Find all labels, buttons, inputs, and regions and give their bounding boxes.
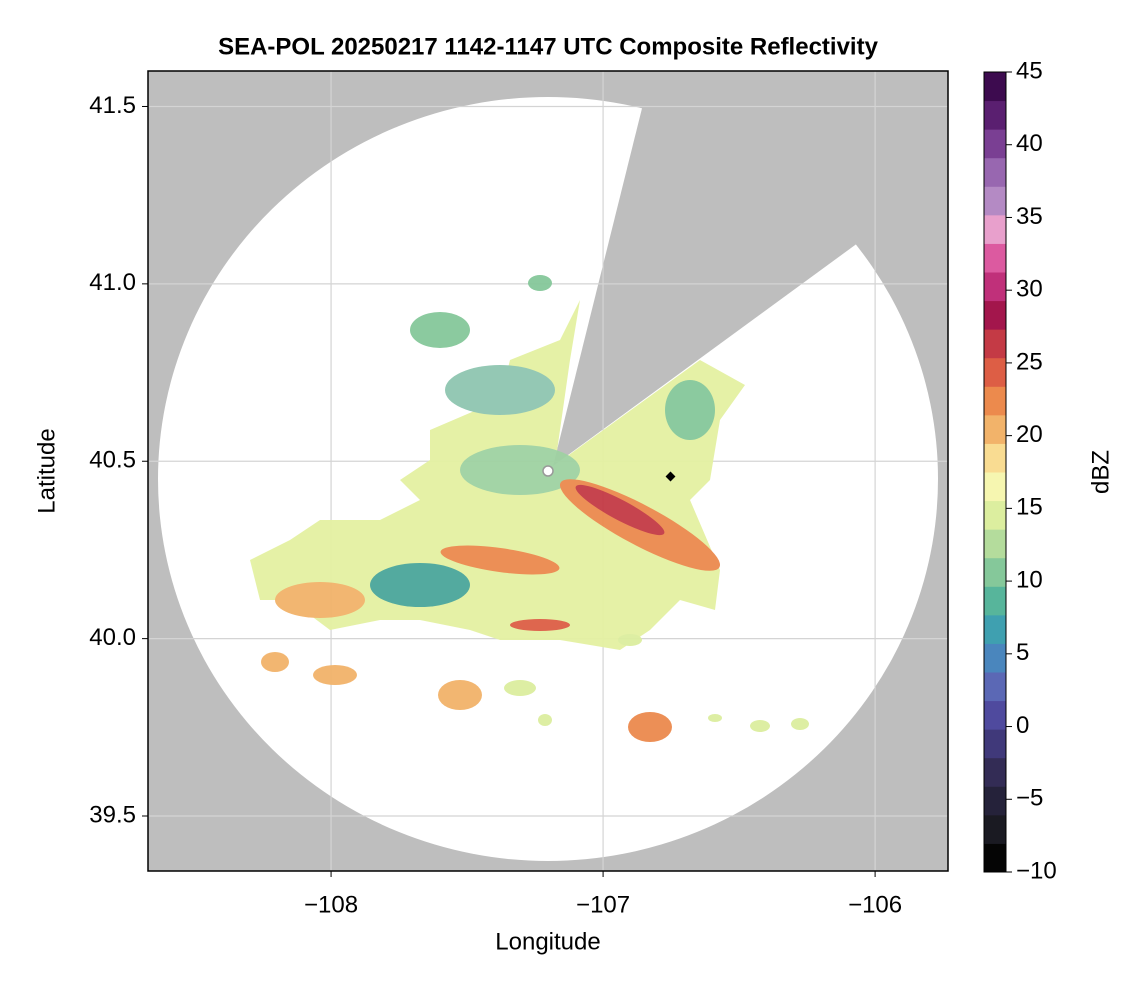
blocked-sector: [553, 71, 948, 466]
echo: [440, 545, 560, 575]
colorbar-segment: [984, 186, 1006, 216]
colorbar-tick-label: 20: [1016, 421, 1043, 448]
colorbar-tick-label: −10: [1016, 857, 1057, 884]
colorbar-segment: [984, 786, 1006, 816]
x-axis-label: Longitude: [495, 928, 600, 955]
colorbar-tick-label: 0: [1016, 712, 1029, 739]
colorbar-tick-label: 40: [1016, 130, 1043, 157]
colorbar-segment: [984, 157, 1006, 187]
echo: [460, 445, 580, 495]
x-tick-label: −108: [304, 891, 358, 918]
y-tick-label: 40.0: [89, 624, 136, 651]
y-tick-label: 41.0: [89, 269, 136, 296]
colorbar-segment: [984, 529, 1006, 559]
echo: [410, 312, 470, 348]
colorbar-segment: [984, 443, 1006, 473]
colorbar-segment: [984, 272, 1006, 302]
colorbar-segment: [984, 300, 1006, 330]
echo: [528, 275, 552, 291]
echo: [538, 714, 552, 726]
colorbar-segment: [984, 586, 1006, 616]
echo: [438, 680, 482, 710]
colorbar-segment: [984, 500, 1006, 530]
colorbar-tick-label: 25: [1016, 348, 1043, 375]
echo: [313, 665, 357, 685]
colorbar-tick-label: 45: [1016, 57, 1043, 84]
colorbar-tick-label: 15: [1016, 494, 1043, 521]
colorbar-segment: [984, 814, 1006, 844]
echo: [628, 712, 672, 742]
colorbar-segment: [984, 557, 1006, 587]
echo: [750, 720, 770, 732]
colorbar-frame: [983, 71, 1007, 873]
colorbar-segment: [984, 643, 1006, 673]
colorbar-segment: [984, 700, 1006, 730]
colorbar-segment: [984, 614, 1006, 644]
echo: [261, 652, 289, 672]
y-tick-label: 40.5: [89, 447, 136, 474]
colorbar-segment: [984, 843, 1006, 873]
colorbar-tick-label: 35: [1016, 203, 1043, 230]
colorbar-segment: [984, 72, 1006, 102]
x-tick-label: −107: [576, 891, 630, 918]
echo: [445, 365, 555, 415]
echo: [665, 380, 715, 440]
colorbar-segment: [984, 329, 1006, 359]
echo: [575, 484, 665, 536]
colorbar-segment: [984, 472, 1006, 502]
y-tick-label: 39.5: [89, 801, 136, 828]
echo: [275, 582, 365, 618]
echo: [708, 714, 722, 722]
colorbar-segment: [984, 129, 1006, 159]
echo: [510, 619, 570, 631]
radar-site: [542, 465, 554, 477]
plot-frame: [147, 70, 949, 872]
echo: [791, 718, 809, 730]
colorbar-segment: [984, 214, 1006, 244]
colorbar-tick-label: 10: [1016, 566, 1043, 593]
colorbar-segment: [984, 672, 1006, 702]
colorbar-segment: [984, 357, 1006, 387]
colorbar-tick-label: 30: [1016, 276, 1043, 303]
echo: [504, 680, 536, 696]
colorbar-tick-label: −5: [1016, 785, 1043, 812]
colorbar-segment: [984, 729, 1006, 759]
chart-title: SEA-POL 20250217 1142-1147 UTC Composite…: [218, 33, 879, 60]
colorbar-label: dBZ: [1087, 450, 1114, 494]
colorbar-segment: [984, 414, 1006, 444]
echo: [618, 634, 642, 646]
plot-area: [148, 71, 948, 871]
echo: [370, 563, 470, 607]
marker: [665, 471, 676, 482]
x-tick-label: −106: [848, 891, 902, 918]
y-tick-label: 41.5: [89, 92, 136, 119]
colorbar-segment: [984, 100, 1006, 130]
reflectivity-field: [250, 275, 809, 742]
y-axis-label: Latitude: [33, 428, 60, 513]
colorbar-segment: [984, 243, 1006, 273]
colorbar-tick-label: 5: [1016, 639, 1029, 666]
colorbar-segment: [984, 757, 1006, 787]
colorbar-segment: [984, 386, 1006, 416]
